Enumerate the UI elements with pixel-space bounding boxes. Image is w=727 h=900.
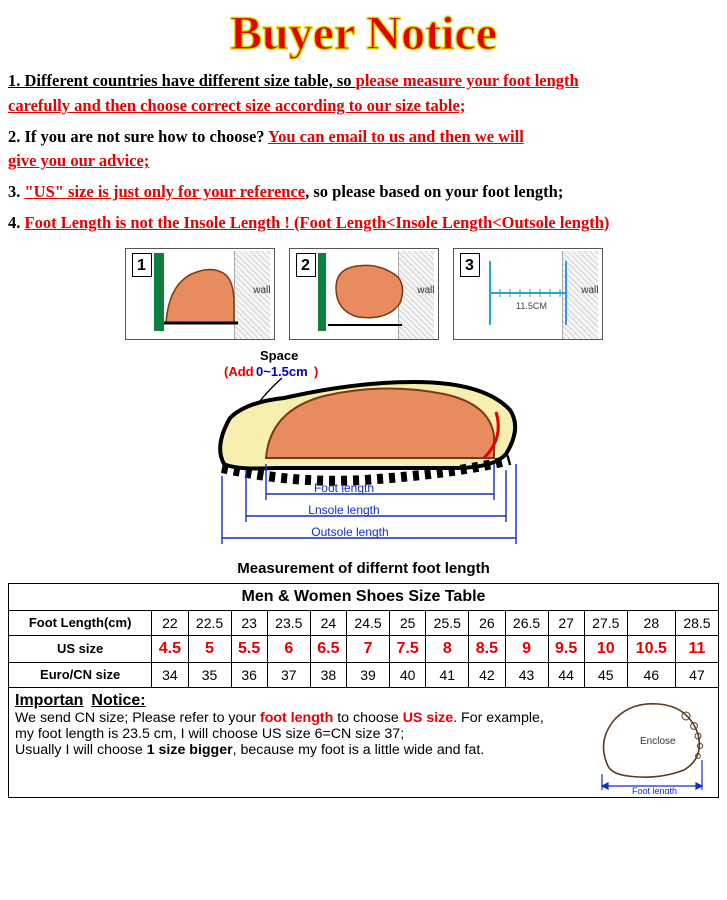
n3-text-c: , so please based on your foot length; — [305, 182, 563, 201]
rowlabel-foot: Foot Length(cm) — [9, 610, 152, 635]
svg-text:Outsole length: Outsole length — [311, 525, 388, 539]
svg-text:Enclose: Enclose — [640, 736, 676, 747]
notice-1: 1. Different countries have different si… — [8, 69, 719, 119]
foot-side-icon — [154, 253, 240, 333]
notice-head-1: Importan — [15, 692, 83, 709]
step-3-wall-label: wall — [581, 285, 598, 296]
row-us-size: US size 4.55 5.56 6.57 7.58 8.59 9.510 1… — [9, 635, 719, 662]
footer-l1a: We send CN size; Please refer to your — [15, 710, 260, 726]
footer-l1c: to choose — [333, 710, 402, 726]
step-1-wall-label: wall — [253, 285, 270, 296]
foot-outline-icon: Enclose Foot length — [588, 694, 710, 794]
n2-text-b: You can email to us and then we will — [268, 127, 524, 146]
step-1-num: 1 — [132, 253, 152, 277]
n2-text-a: 2. If you are not sure how to choose? — [8, 127, 268, 146]
footer-l1e: . For example, — [453, 710, 544, 726]
notice-2: 2. If you are not sure how to choose? Yo… — [8, 125, 719, 175]
row-cn-size: Euro/CN size 3435 3637 3839 4041 4243 44… — [9, 662, 719, 687]
svg-text:Space: Space — [260, 348, 298, 363]
notice-4: 4. Foot Length is not the Insole Length … — [8, 211, 719, 236]
n2-text-c: give you our advice; — [8, 151, 149, 170]
n1-text-c: carefully and then choose correct size a… — [8, 96, 465, 115]
step-1-box: 1 wall — [125, 248, 275, 340]
svg-text:): ) — [314, 364, 318, 379]
measure-steps-row: 1 wall 2 wall 3 wall — [8, 248, 719, 340]
footer-l1d: US size — [403, 710, 453, 726]
footer-l3a: Usually I will choose — [15, 742, 147, 758]
footer-l2: my foot length is 23.5 cm, I will choose… — [15, 726, 404, 742]
step-3-box: 3 wall 11.5CM — [453, 248, 603, 340]
ruler-icon: 11.5CM — [482, 253, 572, 333]
step-2-wall-label: wall — [417, 285, 434, 296]
notice-3: 3. "US" size is just only for your refer… — [8, 180, 719, 205]
footer-l3b: 1 size bigger — [147, 742, 233, 758]
n3-text-a: 3. — [8, 182, 25, 201]
svg-text:Lnsole length: Lnsole length — [308, 503, 379, 517]
table-title: Men & Women Shoes Size Table — [9, 583, 719, 610]
rowlabel-us: US size — [9, 635, 152, 662]
rowlabel-cn: Euro/CN size — [9, 662, 152, 687]
important-notice-box: Importan Notice: We send CN size; Please… — [8, 688, 719, 798]
foot-top-icon — [318, 253, 404, 333]
n3-text-b: "US" size is just only for your referenc… — [25, 182, 306, 201]
svg-text:Foot length: Foot length — [632, 786, 677, 794]
step-3-num: 3 — [460, 253, 480, 277]
footer-l3c: , because my foot is a little wide and f… — [233, 742, 485, 758]
n4-text-a: 4. — [8, 213, 25, 232]
footer-l1b: foot length — [260, 710, 333, 726]
step-2-box: 2 wall — [289, 248, 439, 340]
row-foot-length: Foot Length(cm) 2222.5 2323.5 2424.5 252… — [9, 610, 719, 635]
n1-text-a: 1. Different countries have different si… — [8, 71, 356, 90]
measurement-caption: Measurement of differnt foot length — [8, 560, 719, 577]
size-table: Men & Women Shoes Size Table Foot Length… — [8, 583, 719, 688]
ruler-cm-label: 11.5CM — [516, 301, 547, 311]
insole-outsole-diagram: Space (Add 0~1.5cm ) — [154, 346, 574, 556]
buyer-notice-page: Buyer Notice 1. Different countries have… — [0, 0, 727, 798]
svg-text:0~1.5cm: 0~1.5cm — [256, 364, 308, 379]
svg-text:Foot length: Foot length — [313, 481, 373, 495]
notice-head-2: Notice: — [91, 692, 145, 709]
n1-text-b: please measure your foot length — [356, 71, 579, 90]
page-title: Buyer Notice — [8, 6, 719, 61]
n4-text-b: Foot Length is not the Insole Length ! (… — [25, 213, 610, 232]
svg-text:(Add: (Add — [224, 364, 254, 379]
step-2-num: 2 — [296, 253, 316, 277]
